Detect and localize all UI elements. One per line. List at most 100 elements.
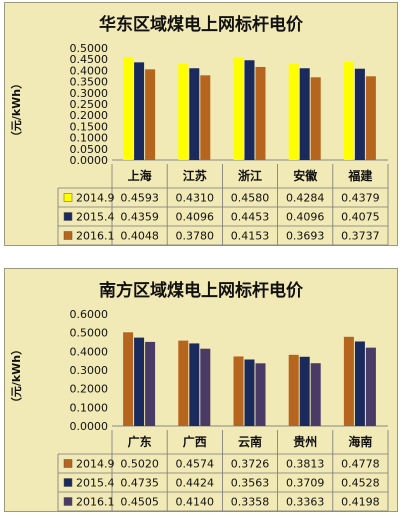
south-category-label: 云南 [238, 434, 262, 449]
east-bar-2016-1 [310, 77, 321, 160]
south-category-label: 贵州 [293, 434, 317, 449]
east-y-axis-label: （元/kWh） [10, 78, 23, 142]
east-table-cell: 0.4310 [176, 192, 215, 205]
east-china-chart: 华东区域煤电上网标杆电价 （元/kWh） 0.0000 0.0500 0.1000 0.1… [4, 2, 398, 246]
east-bar-2015-4 [244, 60, 255, 160]
south-china-chart: 南方区域煤电上网标杆电价 （元/kWh） 0.0000 0.1000 0.2000 0.3… [4, 268, 398, 512]
south-china-chart-svg: 南方区域煤电上网标杆电价 （元/kWh） 0.0000 0.1000 0.2000 0.3… [4, 268, 398, 512]
south-legend-label: 2014.9 [76, 458, 115, 471]
east-bar-2016-1 [365, 76, 376, 160]
south-bar-2015-4 [244, 359, 255, 426]
east-table-cell: 0.4075 [341, 211, 380, 224]
east-chart-title: 华东区域煤电上网标杆电价 [99, 14, 304, 35]
east-legend-label: 2015.4 [76, 211, 115, 224]
east-y-tick-label: 0.5000 [70, 42, 109, 55]
east-china-chart-svg: 华东区域煤电上网标杆电价 （元/kWh） 0.00000.05000.10000.1… [4, 2, 398, 246]
south-table-cell: 0.3363 [286, 496, 325, 509]
south-table-cell: 0.4198 [341, 496, 380, 509]
east-y-tick-label: 0.1500 [70, 120, 109, 133]
east-bar-2015-4 [354, 68, 365, 160]
east-table-cell: 0.4096 [286, 211, 325, 224]
east-legend-label: 2016.1 [76, 230, 115, 243]
south-category-label: 广西 [183, 434, 207, 449]
south-table-cell: 0.4424 [176, 477, 215, 490]
east-bar-2014-9 [343, 61, 354, 160]
east-bar-2015-4 [299, 68, 310, 160]
south-legend-swatch [63, 459, 73, 468]
south-table-cell: 0.3563 [231, 477, 270, 490]
east-category-label: 上海 [128, 168, 152, 183]
east-y-tick-label: 0.4000 [70, 64, 109, 77]
south-y-tick-label: 0.0000 [70, 420, 109, 433]
south-table-cell: 0.4528 [341, 477, 380, 490]
south-legend-label: 2016.1 [76, 496, 115, 509]
east-legend-label: 2014.9 [76, 192, 115, 205]
south-bar-2014-9 [288, 354, 299, 426]
east-table-cell: 0.3737 [341, 230, 380, 243]
south-table-cell: 0.4140 [176, 496, 215, 509]
east-bar-2014-9 [288, 64, 299, 160]
east-category-label: 江苏 [183, 168, 207, 183]
east-table-cell: 0.4153 [231, 230, 270, 243]
east-legend-swatch [63, 212, 73, 221]
east-legend-swatch [63, 231, 73, 240]
south-y-tick-label: 0.4000 [70, 345, 109, 358]
south-y-tick-label: 0.6000 [70, 308, 109, 321]
south-bar-2016-1 [200, 348, 211, 426]
east-table-cell: 0.3780 [176, 230, 215, 243]
south-bar-2015-4 [354, 341, 365, 426]
south-y-tick-label: 0.3000 [70, 364, 109, 377]
south-bar-2014-9 [178, 340, 189, 426]
east-table-cell: 0.4096 [176, 211, 215, 224]
south-chart-title: 南方区域煤电上网标杆电价 [99, 280, 304, 301]
south-bar-2015-4 [134, 337, 145, 426]
east-y-tick-label: 0.0000 [70, 154, 109, 167]
south-bar-2014-9 [233, 356, 244, 426]
south-y-axis-label: （元/kWh） [10, 344, 23, 408]
east-bar-2016-1 [200, 75, 211, 160]
east-table-cell: 0.4359 [120, 211, 159, 224]
south-table-cell: 0.4735 [120, 477, 159, 490]
south-bar-2016-1 [255, 363, 266, 426]
south-y-tick-label: 0.2000 [70, 383, 109, 396]
east-table-cell: 0.4284 [286, 192, 325, 205]
south-table-cell: 0.3726 [231, 458, 270, 471]
east-table-cell: 0.4580 [231, 192, 270, 205]
south-bar-2014-9 [343, 336, 354, 426]
east-category-label: 安徽 [293, 168, 318, 183]
south-bar-2016-1 [145, 341, 156, 426]
east-y-tick-label: 0.3500 [70, 76, 109, 89]
south-bar-2015-4 [189, 343, 200, 426]
east-table-cell: 0.4453 [231, 211, 270, 224]
east-table-cell: 0.4379 [341, 192, 380, 205]
east-category-label: 福建 [347, 168, 373, 183]
east-y-tick-label: 0.3000 [70, 87, 109, 100]
east-category-label: 浙江 [238, 168, 262, 183]
south-bar-2016-1 [310, 363, 321, 426]
east-y-tick-label: 0.2000 [70, 109, 109, 122]
south-legend-swatch [63, 497, 73, 506]
south-table-cell: 0.3709 [286, 477, 325, 490]
south-table-cell: 0.3358 [231, 496, 270, 509]
south-table-cell: 0.4574 [176, 458, 215, 471]
south-legend-swatch [63, 478, 73, 487]
east-bar-2014-9 [123, 57, 134, 160]
east-table-cell: 0.4593 [120, 192, 159, 205]
south-table-cell: 0.4778 [341, 458, 380, 471]
east-y-tick-label: 0.2500 [70, 98, 109, 111]
east-bar-2015-4 [134, 62, 145, 160]
east-y-tick-label: 0.1000 [70, 132, 109, 145]
south-y-tick-label: 0.5000 [70, 327, 109, 340]
south-category-label: 广东 [128, 434, 152, 449]
east-table-cell: 0.4048 [120, 230, 159, 243]
south-bar-2015-4 [299, 356, 310, 426]
south-table-cell: 0.4505 [120, 496, 159, 509]
south-bar-2016-1 [365, 347, 376, 426]
east-y-tick-label: 0.4500 [70, 53, 109, 66]
south-y-tick-label: 0.1000 [70, 401, 109, 414]
east-bar-2014-9 [178, 63, 189, 160]
east-legend-swatch [63, 193, 73, 202]
south-table-cell: 0.3813 [286, 458, 325, 471]
east-bar-2015-4 [189, 68, 200, 160]
south-table-cell: 0.5020 [120, 458, 159, 471]
